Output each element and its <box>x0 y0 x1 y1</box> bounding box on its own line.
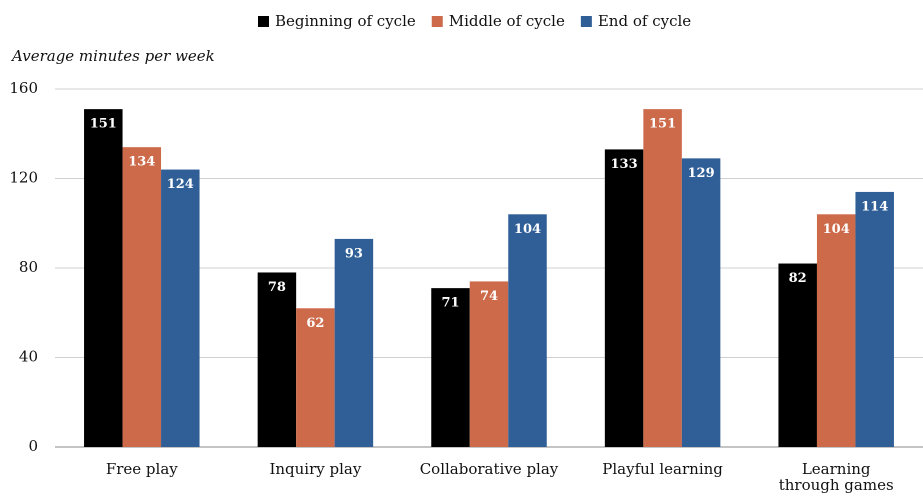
data-label: 71 <box>441 296 459 311</box>
bar <box>681 158 721 448</box>
data-label: 151 <box>90 117 117 132</box>
data-label: 104 <box>823 222 850 237</box>
data-label: 82 <box>789 271 807 286</box>
bar <box>257 272 297 447</box>
data-label: 151 <box>649 117 676 132</box>
data-label: 129 <box>688 166 715 181</box>
bar <box>431 288 470 447</box>
x-tick-label: Free play <box>105 460 178 478</box>
bar <box>855 191 894 447</box>
data-label: 104 <box>514 222 541 237</box>
bar <box>816 214 856 447</box>
y-axis-label: Average minutes per week <box>10 47 215 65</box>
data-label: 114 <box>861 199 888 214</box>
bar <box>643 109 682 447</box>
bar <box>604 149 644 447</box>
legend-label: Middle of cycle <box>449 12 565 30</box>
bar <box>778 263 817 447</box>
bar <box>469 281 509 447</box>
x-tick-label: Inquiry play <box>269 460 362 478</box>
bar <box>84 109 123 447</box>
data-label: 78 <box>268 280 286 295</box>
y-tick-label: 40 <box>19 348 38 366</box>
y-tick-label: 80 <box>19 258 38 276</box>
legend-swatch <box>431 16 443 27</box>
bar <box>334 238 374 447</box>
legend-label: Beginning of cycle <box>275 12 416 30</box>
data-label: 93 <box>345 246 363 261</box>
data-label: 74 <box>480 289 498 304</box>
data-label: 133 <box>611 157 638 172</box>
bar <box>296 308 335 447</box>
legend-label: End of cycle <box>598 12 691 30</box>
x-tick-label: Collaborative play <box>419 460 559 478</box>
data-label: 134 <box>128 155 155 170</box>
legend-swatch <box>580 16 592 27</box>
y-tick-label: 160 <box>9 79 38 97</box>
legend-swatch <box>258 16 269 27</box>
y-tick-label: 120 <box>9 169 38 187</box>
data-label: 62 <box>306 316 324 331</box>
x-tick-label: Playful learning <box>602 460 723 478</box>
bar <box>508 214 547 447</box>
x-tick-label: Learning through games <box>778 460 894 494</box>
y-tick-label: 0 <box>28 437 38 455</box>
data-label: 124 <box>167 177 194 192</box>
bar <box>122 147 162 448</box>
bar <box>161 169 200 448</box>
